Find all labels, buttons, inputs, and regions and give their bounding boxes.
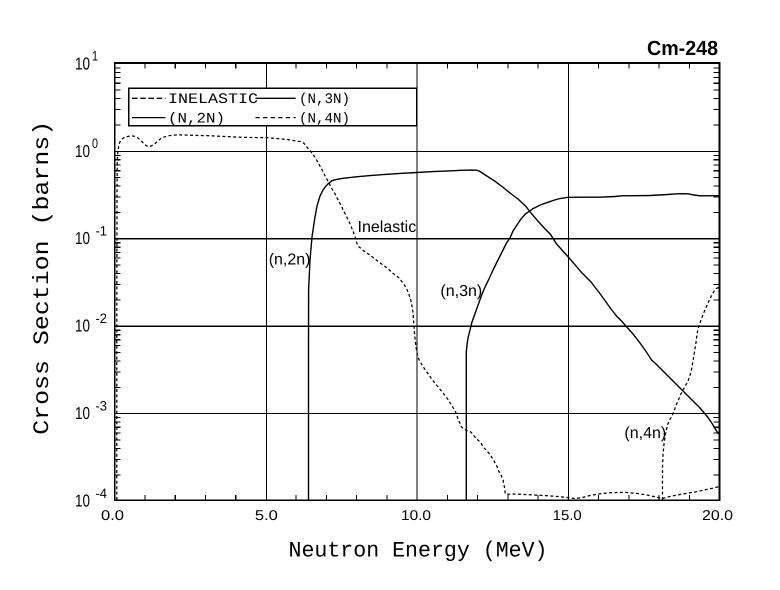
svg-text:(N,4N): (N,4N) [299,111,350,127]
svg-text:5.0: 5.0 [255,508,278,524]
svg-text:-4: -4 [96,486,108,501]
svg-text:(n,3n): (n,3n) [440,283,482,300]
svg-text:Cross Section (barns): Cross Section (barns) [30,121,55,435]
svg-text:-3: -3 [96,398,108,413]
svg-text:INELASTIC: INELASTIC [168,92,258,108]
svg-text:-2: -2 [96,311,108,326]
svg-text:-1: -1 [96,223,108,238]
svg-text:1: 1 [92,49,98,64]
svg-text:(N,2N): (N,2N) [168,111,225,127]
svg-text:10: 10 [75,53,90,73]
svg-text:Cm-248: Cm-248 [647,37,718,60]
svg-text:0.0: 0.0 [101,508,124,524]
svg-text:10: 10 [75,316,90,336]
svg-text:0: 0 [92,136,98,151]
svg-text:10: 10 [75,141,90,161]
svg-text:(N,3N): (N,3N) [299,92,350,108]
svg-text:10: 10 [75,228,90,248]
svg-text:15.0: 15.0 [553,508,582,524]
svg-text:20.0: 20.0 [702,508,733,524]
svg-text:Neutron Energy (MeV): Neutron Energy (MeV) [289,539,548,564]
svg-text:10.0: 10.0 [401,508,431,524]
svg-text:10: 10 [75,403,90,423]
svg-text:(n,4n): (n,4n) [624,425,666,442]
svg-text:(n,2n): (n,2n) [269,252,311,269]
svg-text:10: 10 [75,491,90,511]
svg-text:Inelastic: Inelastic [358,219,417,236]
